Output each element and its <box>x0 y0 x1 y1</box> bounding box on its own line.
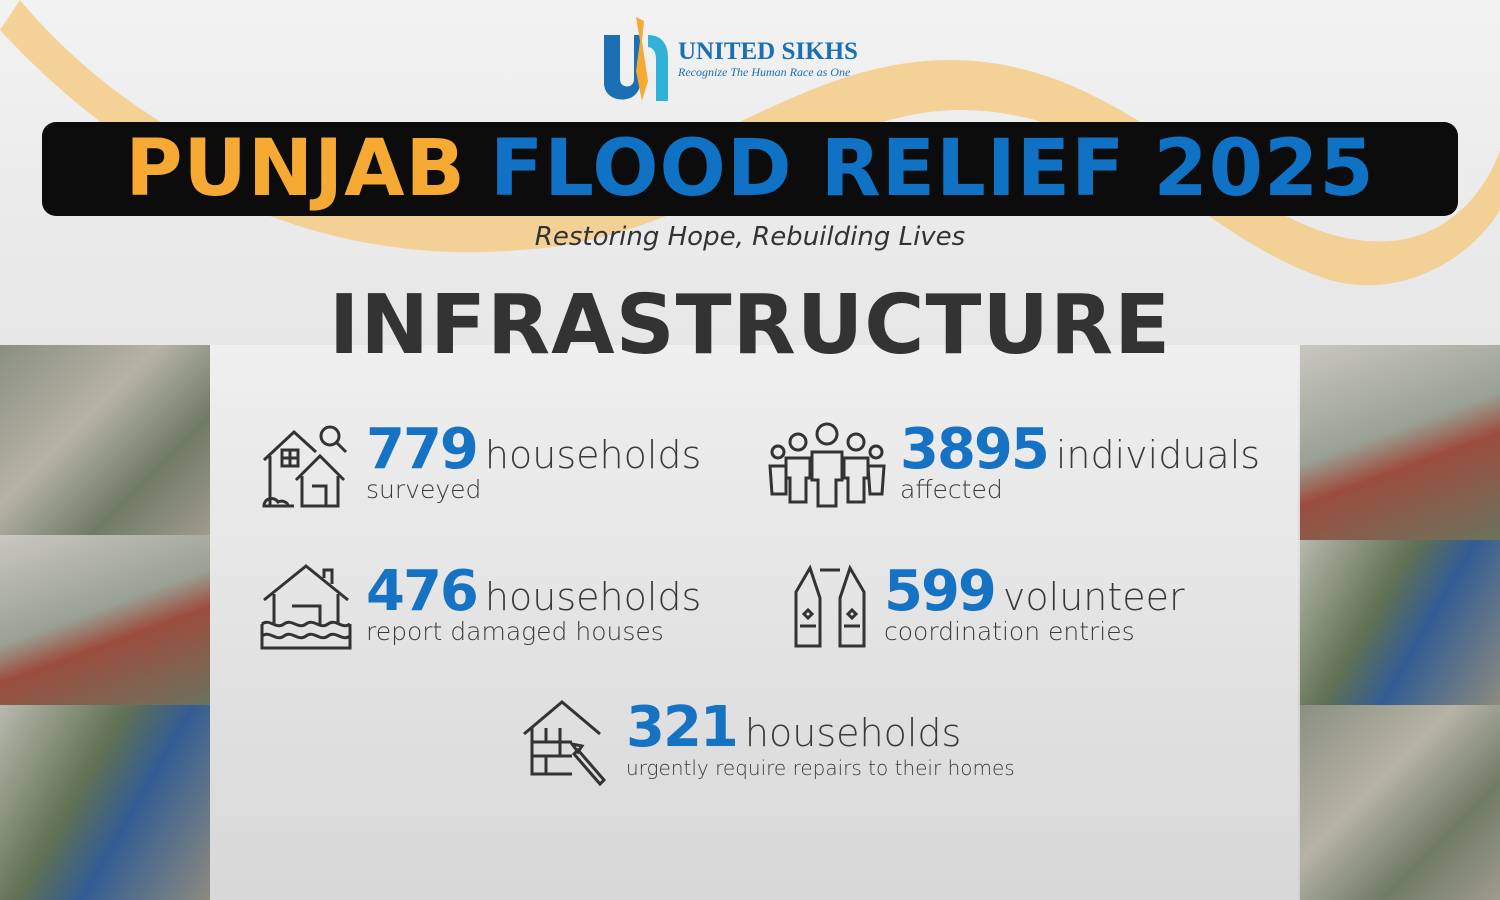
photo-loading-seed-drill <box>1298 705 1500 900</box>
stat-unit: households <box>484 575 702 619</box>
photo-volunteer-carrying-sack <box>0 535 210 705</box>
stat-damaged-houses: 476 households report damaged houses <box>260 562 701 652</box>
title-flood-relief: FLOOD RELIEF 2025 <box>490 124 1375 214</box>
center-panel <box>210 345 1300 900</box>
stat-volunteer-entries: 599 volunteer coordination entries <box>790 562 1185 652</box>
stat-number: 321 <box>626 695 739 760</box>
stat-detail: affected <box>900 475 1003 504</box>
volunteer-vest-icon <box>794 564 866 648</box>
logo-tagline: Recognize The Human Race as One <box>678 64 851 79</box>
section-heading: INFRASTRUCTURE <box>328 278 1172 373</box>
stat-individuals-affected: 3895 individuals affected <box>768 420 1260 510</box>
stat-unit: individuals <box>1055 433 1261 477</box>
stat-unit: volunteer <box>1002 575 1185 619</box>
logo-name: UNITED SIKHS <box>678 37 858 65</box>
stat-number: 3895 <box>900 417 1050 482</box>
stat-households-surveyed: 779 households surveyed <box>260 420 701 510</box>
photo-tractor-convoy <box>0 345 210 535</box>
flooded-house-icon <box>260 564 352 650</box>
stat-detail: report damaged houses <box>366 617 664 646</box>
stat-repairs-required: 321 households urgently require repairs t… <box>522 698 1015 788</box>
stat-unit: households <box>484 433 702 477</box>
stat-detail: surveyed <box>366 475 482 504</box>
people-group-icon <box>768 422 886 508</box>
photo-blue-tractor <box>1298 540 1500 705</box>
stat-number: 779 <box>366 417 479 482</box>
united-sikhs-logo: UNITED SIKHS Recognize The Human Race as… <box>600 15 858 103</box>
stat-unit: households <box>744 711 962 755</box>
logo-mark-icon <box>604 17 668 101</box>
stat-detail: coordination entries <box>884 617 1135 646</box>
photo-red-tractor <box>0 705 210 900</box>
stat-number: 476 <box>366 559 479 624</box>
title-bar: PUNJAB FLOOD RELIEF 2025 <box>42 122 1458 216</box>
photo-community-meeting <box>1298 345 1500 540</box>
stat-number: 599 <box>884 559 997 624</box>
house-search-icon <box>262 425 348 508</box>
subtitle: Restoring Hope, Rebuilding Lives <box>534 222 966 252</box>
house-repair-icon <box>523 700 607 787</box>
stat-detail: urgently require repairs to their homes <box>626 756 1015 780</box>
title-punjab: PUNJAB <box>125 124 466 214</box>
